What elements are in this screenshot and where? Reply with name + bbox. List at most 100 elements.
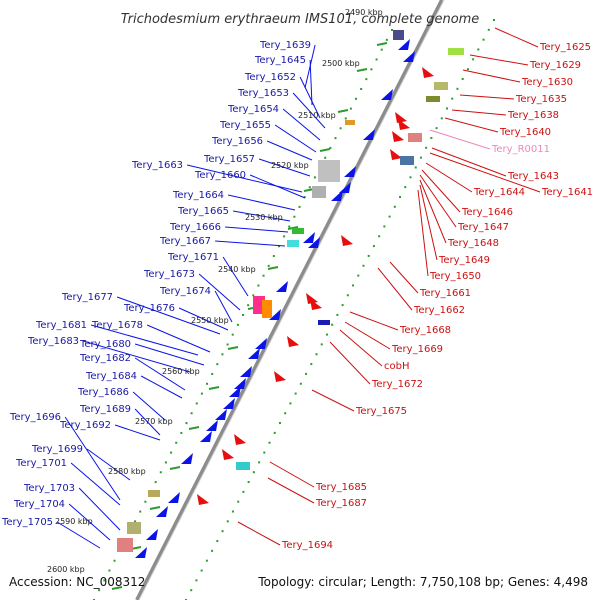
connector-line [198,273,241,311]
inner-dot [180,431,183,434]
inner-dot [262,274,265,277]
outer-dot [263,451,266,454]
forward-strand-gene [398,119,410,130]
feature-block [345,120,355,125]
gene-label: Tery_1684 [85,371,137,382]
outer-dot [352,284,355,287]
feature-block [292,228,304,234]
reverse-strand-gene [240,366,252,377]
gene-label: Tery_1689 [79,404,131,415]
inner-dot [113,559,116,562]
scale-tick [149,506,161,510]
reverse-strand-gene [206,420,218,431]
outer-dot [252,471,255,474]
inner-dot [226,343,229,346]
gene-label: Tery_1704 [13,499,65,510]
outer-dot [404,186,407,189]
reverse-strand-gene [339,182,351,193]
connector-line [186,164,303,193]
connector-line [237,521,281,546]
outer-dot [205,559,208,562]
inner-dot [329,146,332,149]
gene-label: Tery_1668 [399,325,451,336]
reverse-strand-gene [135,547,147,558]
reverse-strand-gene [229,386,241,397]
outer-dot [310,363,313,366]
inner-dot [206,382,209,385]
outer-dot [211,549,214,552]
inner-dot [159,471,162,474]
forward-strand-gene [274,371,286,382]
reverse-strand-gene [255,338,267,349]
outer-dot [195,579,198,582]
outer-dot [237,500,240,503]
connector-line [258,158,311,177]
inner-dot [242,314,244,316]
gene-label: Tery_1657 [203,154,255,165]
outer-dot [388,215,391,218]
outer-dot [336,313,339,316]
forward-strand-gene [422,67,434,78]
gene-label: Tery_1629 [529,60,581,71]
connector-line [134,343,205,366]
inner-dot [370,68,373,71]
feature-block [148,490,160,497]
outer-dot [393,205,396,208]
gene-label: Tery_1665 [177,206,229,217]
connector-line [134,408,161,436]
gene-label: Tery_1683 [27,336,79,347]
gene-label: Tery_1666 [169,222,221,233]
outer-dot [216,540,219,543]
connector-line [349,311,399,331]
inner-dot [365,78,368,81]
reverse-strand-gene [248,348,260,359]
outer-dot [362,264,365,267]
outer-dot [482,38,485,41]
outer-dot [320,343,323,346]
connector-line [311,389,355,412]
outer-dot [487,28,490,31]
connector-line [82,340,191,373]
scale-tick [356,68,368,72]
connector-line [469,54,529,66]
inner-dot [231,333,234,336]
connector-line [116,296,221,335]
outer-dot [399,195,402,198]
forward-strand-gene [392,131,404,142]
outer-dot [425,146,428,149]
inner-dot [334,137,337,140]
gene-label: Tery_1660 [194,170,246,181]
outer-dot [446,107,449,110]
gene-label: Tery_1667 [159,236,211,247]
connector-line [134,357,186,391]
connector-line [222,256,249,297]
gene-label: Tery_1647 [457,222,509,233]
forward-strand-gene [234,434,246,445]
reverse-strand-gene [215,409,227,420]
inner-dot [108,569,111,572]
inner-dot [313,176,316,179]
gene-label: Tery_1652 [244,72,296,83]
gene-label: Tery_1654 [227,104,279,115]
connector-line [459,94,515,100]
gene-label: Tery_1646 [461,207,513,218]
connector-line [225,226,289,233]
inner-dot [216,363,219,366]
gene-label: Tery_1703 [23,483,75,494]
gene-label: Tery_1639 [259,40,311,51]
forward-strand-gene [341,235,353,246]
inner-dot [190,412,193,415]
connector-line [425,162,473,193]
inner-dot [154,481,157,484]
outer-dot [440,117,443,120]
outer-dot [383,225,386,228]
outer-dot [299,382,302,385]
connector-line [419,184,438,261]
connector-line [132,391,166,421]
reverse-strand-gene [146,529,158,540]
inner-dot [293,215,296,218]
connector-line [444,117,499,133]
forward-strand-gene [395,112,407,123]
feature-block [127,522,141,534]
gene-label: Tery_1643 [507,171,559,182]
